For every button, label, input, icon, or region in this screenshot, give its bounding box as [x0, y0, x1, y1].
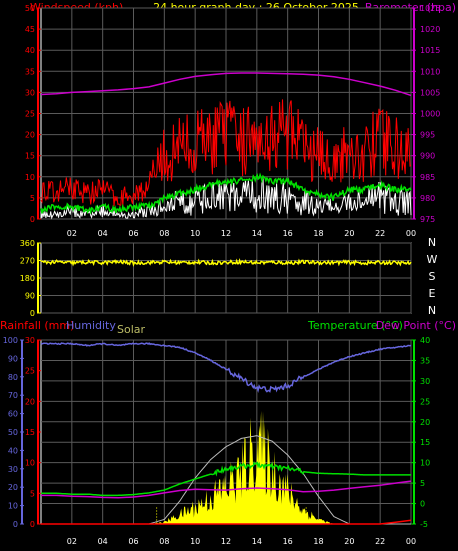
wind-x-tick-label: 22 [375, 229, 385, 238]
wind-x-tick-label: 20 [344, 229, 354, 238]
compass-label: N [428, 236, 436, 249]
windspeed-tick-label: 5 [30, 194, 35, 203]
humidity-tick-label: 50 [8, 428, 18, 437]
dewpoint-line [41, 480, 412, 499]
weather-x-tick-label: 08 [159, 537, 169, 546]
barometer-tick-label: 1000 [420, 110, 440, 119]
direction-tick-label: 360 [20, 239, 35, 248]
weather-x-tick-label: 02 [67, 537, 77, 546]
temperature-tick-label: -5 [420, 520, 428, 529]
windspeed-tick-label: 30 [25, 88, 35, 97]
barometer-tick-label: 985 [420, 173, 435, 182]
temperature-tick-label: 40 [420, 336, 430, 345]
wind-x-tick-label: 14 [252, 229, 262, 238]
windspeed-tick-label: 0 [30, 215, 35, 224]
compass-label: E [429, 287, 436, 300]
barometer-tick-label: 980 [420, 194, 435, 203]
wind-x-tick-label: 04 [98, 229, 108, 238]
humidity-tick-label: 70 [8, 391, 18, 400]
direction-tick-label: 0 [30, 309, 35, 318]
humidity-tick-label: 100 [3, 336, 18, 345]
wind-x-tick-label: 16 [283, 229, 293, 238]
rainfall-axis-title: Rainfall (mm) [0, 319, 74, 332]
weather-x-tick-label: 12 [221, 537, 231, 546]
direction-tick-label: 180 [20, 274, 35, 283]
windspeed-tick-label: 50 [25, 4, 35, 13]
compass-label: S [429, 270, 436, 283]
rainfall-tick-label: 30 [25, 336, 35, 345]
wind-x-tick-label: 02 [67, 229, 77, 238]
wind-x-tick-label: 00 [406, 229, 416, 238]
weather-x-tick-label: 06 [128, 537, 138, 546]
weather-x-tick-label: 04 [98, 537, 108, 546]
rainfall-tick-label: 20 [25, 397, 35, 406]
wind-x-tick-label: 10 [190, 229, 200, 238]
rainfall-tick-label: 0 [30, 520, 35, 529]
wind-x-tick-label: 06 [128, 229, 138, 238]
rainfall-line [41, 519, 412, 525]
windspeed-tick-label: 10 [25, 173, 35, 182]
direction-line [40, 258, 412, 267]
humidity-tick-label: 30 [8, 465, 18, 474]
barometer-tick-label: 990 [420, 152, 435, 161]
humidity-tick-label: 40 [8, 446, 18, 455]
rainfall-tick-label: 5 [30, 489, 35, 498]
temperature-tick-label: 10 [420, 459, 430, 468]
wind-average-line [40, 172, 412, 215]
direction-tick-label: 90 [25, 292, 35, 301]
dewpoint-axis-title: Dew Point (°C) [376, 319, 456, 332]
solar-axis-title: Solar [117, 323, 146, 336]
weather-x-tick-label: 10 [190, 537, 200, 546]
solar-area [41, 410, 411, 524]
humidity-tick-label: 0 [13, 520, 18, 529]
weather-x-tick-label: 22 [375, 537, 385, 546]
weather-x-tick-label: 20 [344, 537, 354, 546]
temperature-tick-label: 20 [420, 418, 430, 427]
temperature-tick-label: 30 [420, 377, 430, 386]
weather-x-tick-label: 18 [313, 537, 323, 546]
compass-label: N [428, 304, 436, 317]
temperature-tick-label: 35 [420, 356, 430, 365]
windspeed-tick-label: 15 [25, 152, 35, 161]
barometer-line [40, 72, 412, 97]
humidity-axis-title: Humidity [66, 319, 116, 332]
windspeed-tick-label: 25 [25, 110, 35, 119]
humidity-tick-label: 60 [8, 410, 18, 419]
barometer-tick-label: 995 [420, 131, 435, 140]
rainfall-tick-label: 25 [25, 367, 35, 376]
windspeed-tick-label: 40 [25, 46, 35, 55]
barometer-tick-label: 1025 [420, 4, 440, 13]
direction-tick-label: 270 [20, 257, 35, 266]
weather-x-tick-label: 16 [283, 537, 293, 546]
weather-x-tick-label: 14 [252, 537, 262, 546]
barometer-tick-label: 1020 [420, 25, 440, 34]
temperature-tick-label: 5 [420, 479, 425, 488]
humidity-tick-label: 80 [8, 373, 18, 382]
temperature-line [41, 461, 411, 497]
wind-gust-line [40, 99, 412, 207]
humidity-tick-label: 90 [8, 354, 18, 363]
rainfall-tick-label: 10 [25, 459, 35, 468]
barometer-tick-label: 1010 [420, 67, 440, 76]
windspeed-tick-label: 35 [25, 67, 35, 76]
weather-x-tick-label: 00 [406, 537, 416, 546]
humidity-line [40, 342, 412, 394]
windspeed-tick-label: 45 [25, 25, 35, 34]
humidity-tick-label: 10 [8, 502, 18, 511]
temperature-tick-label: 0 [420, 500, 425, 509]
humidity-tick-label: 20 [8, 483, 18, 492]
barometer-tick-label: 975 [420, 215, 435, 224]
temperature-tick-label: 15 [420, 438, 430, 447]
barometer-tick-label: 1005 [420, 88, 440, 97]
wind-x-tick-label: 18 [313, 229, 323, 238]
wind-x-tick-label: 12 [221, 229, 231, 238]
compass-label: W [427, 253, 438, 266]
barometer-tick-label: 1015 [420, 46, 440, 55]
temperature-tick-label: 25 [420, 397, 430, 406]
rainfall-tick-label: 15 [25, 428, 35, 437]
wind-x-tick-label: 08 [159, 229, 169, 238]
temperature-axis-title: Temperature (°C) [307, 319, 403, 332]
windspeed-tick-label: 20 [25, 131, 35, 140]
